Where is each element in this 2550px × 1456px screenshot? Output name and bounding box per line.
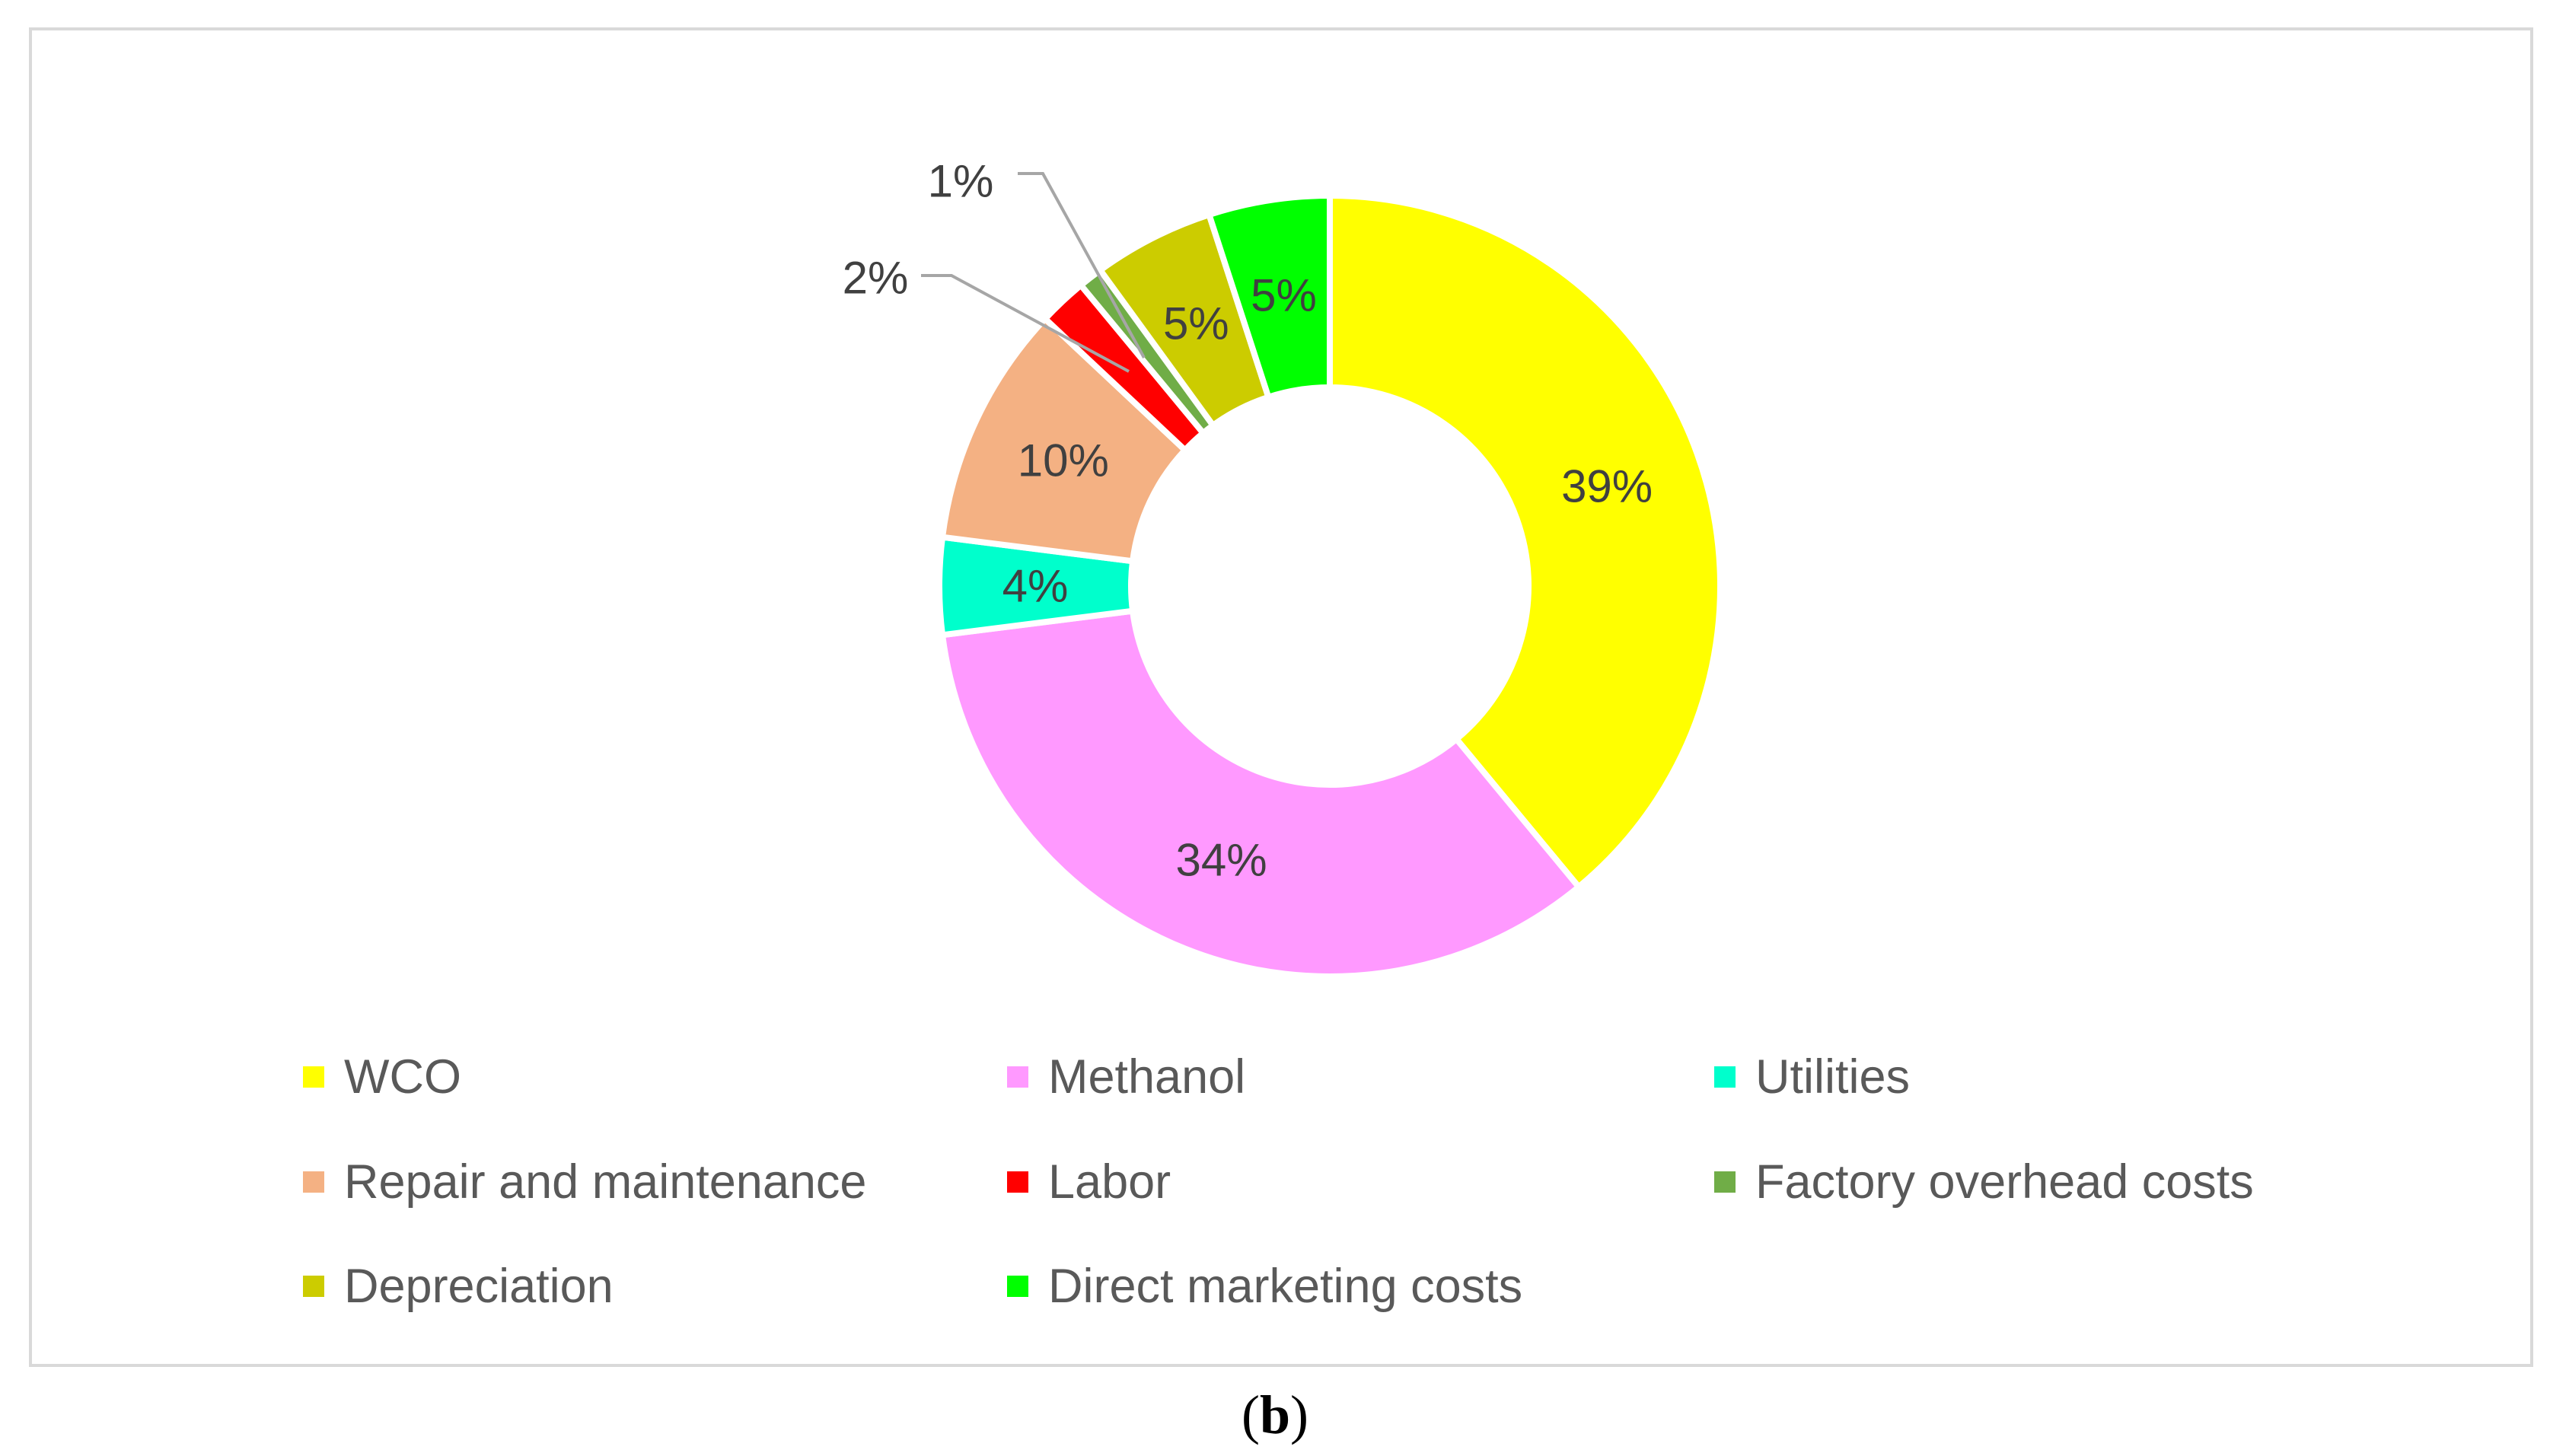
data-label-factory-overhead-costs: 1% [928, 156, 994, 207]
slice-wco [1327, 193, 1723, 890]
legend-swatch-wco [303, 1066, 324, 1088]
legend-label-wco: WCO [344, 1050, 461, 1104]
legend-label-methanol: Methanol [1048, 1050, 1245, 1104]
data-label-direct-marketing-costs: 5% [1251, 269, 1317, 320]
legend-swatch-depreciation [303, 1276, 324, 1297]
legend-label-utilities: Utilities [1755, 1050, 1910, 1104]
legend-item-factory-overhead-costs: Factory overhead costs [1714, 1155, 2254, 1209]
legend-swatch-factory-overhead-costs [1714, 1171, 1736, 1193]
legend-item-wco: WCO [303, 1050, 461, 1104]
legend-swatch-repair-and-maintenance [303, 1171, 324, 1193]
caption-letter: b [1259, 1384, 1291, 1445]
legend-label-factory-overhead-costs: Factory overhead costs [1755, 1155, 2254, 1209]
caption-open-paren: ( [1241, 1384, 1260, 1445]
legend-label-repair-and-maintenance: Repair and maintenance [344, 1155, 866, 1209]
legend-item-labor: Labor [1007, 1155, 1171, 1209]
figure-caption: (b) [0, 1384, 2550, 1447]
slice-methanol [939, 607, 1582, 980]
legend-label-depreciation: Depreciation [344, 1260, 614, 1313]
legend-label-labor: Labor [1048, 1155, 1171, 1209]
caption-close-paren: ) [1290, 1384, 1308, 1445]
slices-layer [936, 193, 1723, 980]
data-label-utilities: 4% [1002, 561, 1069, 612]
legend-item-direct-marketing-costs: Direct marketing costs [1007, 1260, 1522, 1313]
data-label-wco: 39% [1561, 460, 1653, 511]
data-label-labor: 2% [843, 253, 909, 304]
legend-swatch-labor [1007, 1171, 1028, 1193]
legend-item-methanol: Methanol [1007, 1050, 1245, 1104]
data-label-depreciation: 5% [1163, 298, 1229, 349]
data-label-methanol: 34% [1175, 834, 1267, 885]
legend-item-utilities: Utilities [1714, 1050, 1910, 1104]
legend-item-depreciation: Depreciation [303, 1260, 614, 1313]
data-label-repair-and-maintenance: 10% [1018, 435, 1109, 486]
data-labels-layer: 39% 34% 4% 10% 2% 1% 5% 5% [843, 156, 1653, 886]
leader-line-factory-overhead-costs [1018, 172, 1146, 358]
legend-swatch-direct-marketing-costs [1007, 1276, 1028, 1297]
legend-label-direct-marketing-costs: Direct marketing costs [1048, 1260, 1522, 1313]
leader-line-labor [921, 274, 1130, 373]
legend-swatch-utilities [1714, 1066, 1736, 1088]
legend-item-repair-and-maintenance: Repair and maintenance [303, 1155, 866, 1209]
leader-lines-layer [921, 172, 1146, 373]
slice-direct-marketing-costs [1206, 193, 1333, 400]
legend: WCO Methanol Utilities Repair and maintenan… [303, 1050, 2254, 1313]
legend-swatch-methanol [1007, 1066, 1028, 1088]
